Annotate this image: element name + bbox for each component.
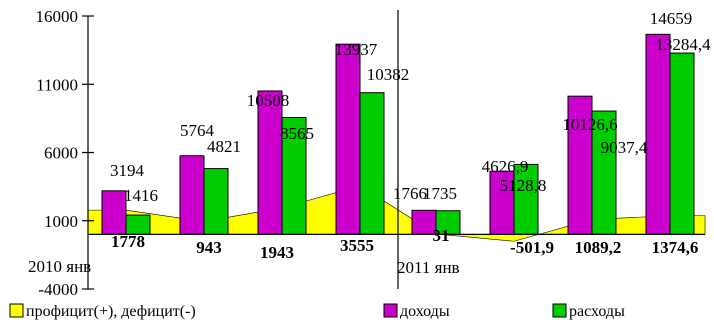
income-bar: [335, 43, 361, 235]
income-bar: [101, 190, 127, 235]
y-tick-label: -4000: [38, 280, 78, 299]
balance-value-label: 31: [433, 226, 450, 245]
balance-value-label: 1943: [260, 243, 294, 262]
expense-value-label: 5128,8: [500, 176, 547, 195]
legend-item-expense: расходы: [552, 303, 625, 320]
expense-value-label: 4821: [207, 137, 241, 156]
legend-label: расходы: [569, 303, 625, 320]
balance-value-label: 1089,2: [575, 238, 622, 257]
legend-label: профицит(+), дефицит(-): [26, 303, 196, 320]
balance-value-label: 943: [196, 238, 222, 257]
expense-bar: [359, 92, 385, 235]
expense-value-label: 9037,4: [601, 138, 648, 157]
y-tick-label: 6000: [44, 144, 78, 163]
income-bar: [411, 209, 437, 235]
expense-bar: [203, 168, 229, 235]
bars-layer: [101, 33, 695, 235]
y-tick-label: 1000: [44, 212, 78, 231]
legend-label: доходы: [400, 303, 450, 320]
legend-item-balance: профицит(+), дефицит(-): [9, 303, 196, 320]
axes-layer: -4000 1000 6000 11000 16000: [36, 7, 705, 299]
y-tick-label: 16000: [36, 7, 79, 26]
legend-swatch: [552, 303, 567, 318]
balance-value-label: 1374,6: [652, 238, 699, 257]
balance-value-label: -501,9: [510, 238, 554, 257]
expense-value-label: 10382: [367, 65, 410, 84]
balance-value-label: 1778: [111, 232, 145, 251]
income-bar: [257, 90, 283, 235]
income-bar: [567, 95, 593, 235]
data-labels-layer: 3194 5764 10508 13937 1766 4626,9 10126,6 14659…: [28, 9, 711, 277]
legend-item-income: доходы: [383, 303, 450, 320]
expense-bar: [513, 163, 539, 235]
expense-value-label: 13284,4: [655, 35, 711, 54]
legend-swatch: [9, 303, 24, 318]
income-value-label: 4626,9: [482, 157, 529, 176]
expense-value-label: 1416: [124, 186, 158, 205]
income-value-label: 3194: [110, 161, 145, 180]
income-value-label: 10126,6: [562, 115, 617, 134]
income-value-label: 1766: [393, 184, 427, 203]
income-value-label: 5764: [180, 121, 215, 140]
period-label: 2011 янв: [397, 258, 460, 277]
income-bar: [179, 155, 205, 235]
expense-bar: [669, 52, 695, 235]
legend-swatch: [383, 303, 398, 318]
income-value-label: 10508: [247, 91, 290, 110]
y-tick-label: 11000: [36, 75, 78, 94]
balance-value-label: 3555: [340, 236, 374, 255]
expense-value-label: 1735: [423, 184, 457, 203]
period-label: 2010 янв: [28, 257, 91, 276]
income-value-label: 14659: [650, 9, 693, 28]
income-bar: [645, 33, 671, 235]
legend: профицит(+), дефицит(-) доходы расходы: [9, 303, 625, 320]
income-value-label: 13937: [335, 40, 378, 59]
expense-value-label: 8565: [280, 124, 314, 143]
